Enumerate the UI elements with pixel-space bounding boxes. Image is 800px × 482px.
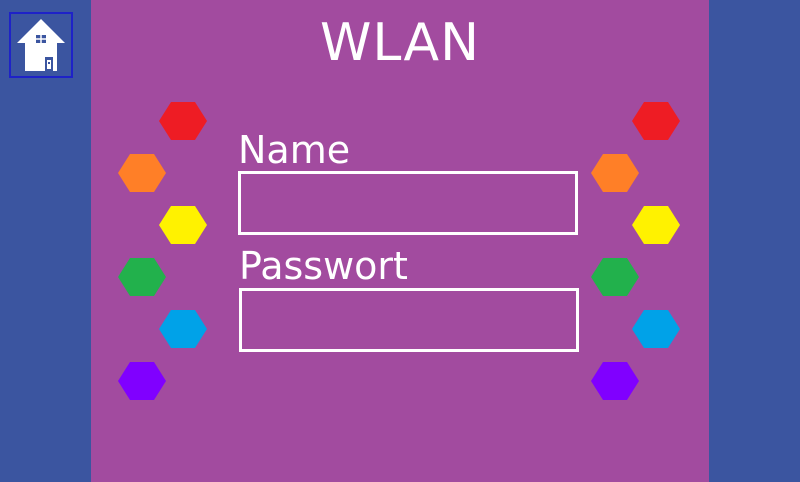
left-sidebar	[0, 0, 91, 482]
hexagon-right-2	[591, 154, 639, 192]
hexagon-left-5	[159, 310, 207, 348]
hexagon-decoration-left	[118, 102, 207, 400]
page-title: WLAN	[319, 13, 481, 73]
password-label: Passwort	[239, 244, 408, 288]
name-label: Name	[238, 128, 351, 172]
hexagon-right-5	[632, 310, 680, 348]
hexagon-left-4	[118, 258, 166, 296]
house-icon	[17, 19, 65, 71]
hexagon-decoration-right	[591, 102, 680, 400]
hexagon-left-6	[118, 362, 166, 400]
right-sidebar	[709, 0, 800, 482]
password-input[interactable]	[239, 288, 579, 352]
name-input[interactable]	[238, 171, 578, 235]
home-button[interactable]	[9, 12, 73, 78]
hexagon-left-1	[159, 102, 207, 140]
hexagon-right-3	[632, 206, 680, 244]
hexagon-left-3	[159, 206, 207, 244]
hexagon-right-4	[591, 258, 639, 296]
hexagon-right-6	[591, 362, 639, 400]
hexagon-left-2	[118, 154, 166, 192]
hexagon-right-1	[632, 102, 680, 140]
